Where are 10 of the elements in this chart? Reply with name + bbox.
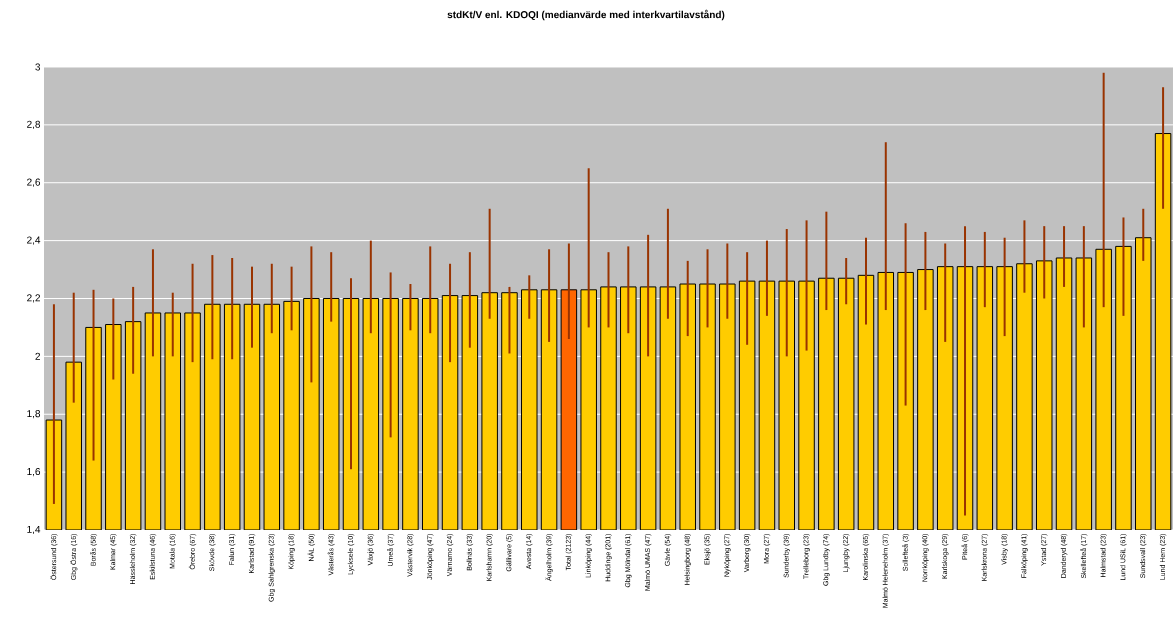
y-tick-label: 2,8: [27, 120, 41, 129]
y-tick-label: 2,4: [27, 236, 41, 245]
y-tick-label: 2: [35, 352, 40, 360]
y-tick-label: 3: [35, 63, 41, 71]
y-tick-label: 1,8: [27, 410, 41, 419]
chart-title: stdKt/V enl. KDOQI (medianvärde med interkvartilavstånd): [447, 9, 725, 21]
y-tick-label: 2,2: [27, 294, 40, 303]
y-tick-label: 1,6: [27, 467, 41, 477]
y-tick-label: 2,6: [27, 178, 41, 187]
y-tick-label: 1,4: [27, 525, 41, 535]
